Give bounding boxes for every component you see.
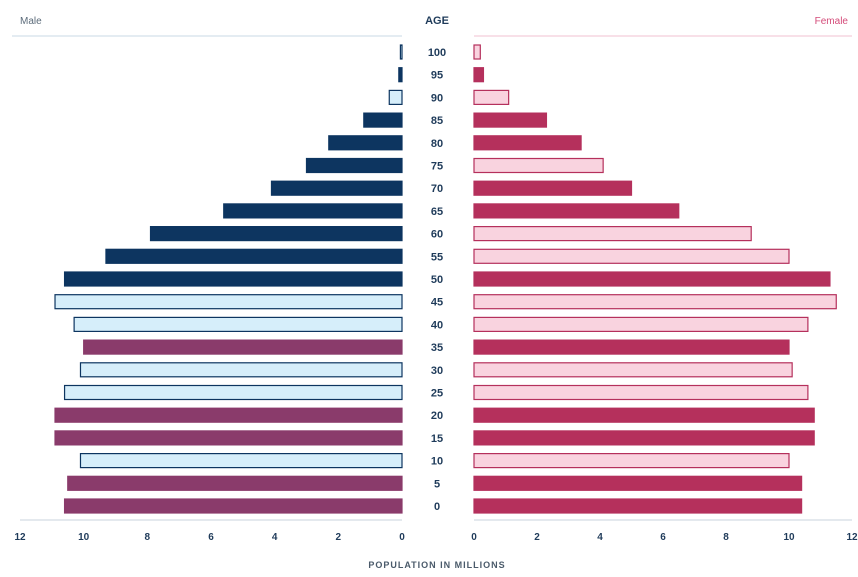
female-bar-age-85 <box>473 112 548 128</box>
age-label-50: 50 <box>431 274 443 286</box>
male-bar-age-35 <box>83 339 403 355</box>
x-tick-label: 12 <box>846 532 858 543</box>
age-label-80: 80 <box>431 138 443 150</box>
male-bar-age-55 <box>105 248 403 264</box>
age-label-95: 95 <box>431 70 443 82</box>
female-bar-age-95 <box>473 67 485 83</box>
bars-layer <box>54 44 837 514</box>
x-tick-label: 8 <box>145 532 151 543</box>
female-bar-age-70 <box>473 180 633 196</box>
age-label-85: 85 <box>431 115 443 127</box>
male-bar-age-85 <box>363 112 403 128</box>
female-bar-age-65 <box>473 203 680 219</box>
age-labels-layer: 1009590858075706560555045403530252015105… <box>428 47 446 513</box>
age-label-20: 20 <box>431 410 443 422</box>
female-bar-age-45 <box>473 294 837 310</box>
female-bar-age-25 <box>473 384 809 401</box>
female-bar-age-10 <box>473 453 790 469</box>
x-tick-label: 12 <box>14 532 26 543</box>
x-tick-label: 10 <box>783 532 795 543</box>
female-bar-age-35 <box>473 339 790 355</box>
age-column-header: AGE <box>425 15 449 27</box>
age-label-55: 55 <box>431 251 443 263</box>
age-label-25: 25 <box>431 388 443 400</box>
age-label-40: 40 <box>431 319 443 331</box>
x-tick-label: 0 <box>471 532 477 543</box>
male-bar-age-75 <box>305 157 403 174</box>
male-bar-age-60 <box>149 226 403 242</box>
male-bar-age-80 <box>328 135 403 151</box>
female-bar-age-30 <box>473 362 793 378</box>
age-label-5: 5 <box>434 478 440 490</box>
age-label-10: 10 <box>431 456 443 468</box>
female-bar-age-5 <box>473 475 803 491</box>
male-bar-age-95 <box>398 67 403 83</box>
age-label-90: 90 <box>431 92 443 104</box>
x-tick-label: 4 <box>272 532 278 543</box>
male-side-title: Male <box>20 16 42 27</box>
male-bar-age-15 <box>54 430 403 446</box>
age-label-35: 35 <box>431 342 443 354</box>
male-bar-age-10 <box>79 453 403 469</box>
male-bar-age-5 <box>67 475 403 491</box>
female-bar-age-0 <box>473 498 803 514</box>
female-bar-age-55 <box>473 248 790 264</box>
female-bar-age-100 <box>473 44 481 60</box>
female-side-title: Female <box>815 16 849 27</box>
age-label-45: 45 <box>431 297 443 309</box>
male-bar-age-40 <box>73 316 403 332</box>
male-bar-age-50 <box>63 271 403 287</box>
age-label-15: 15 <box>431 433 443 445</box>
x-axis-label: POPULATION IN MILLIONS <box>368 560 505 570</box>
x-tick-label: 10 <box>78 532 90 543</box>
x-tick-label: 8 <box>723 532 729 543</box>
male-bar-age-0 <box>63 498 403 514</box>
x-tick-label: 4 <box>597 532 603 543</box>
age-label-0: 0 <box>434 501 440 513</box>
male-bar-age-30 <box>79 362 403 378</box>
age-label-60: 60 <box>431 229 443 241</box>
x-tick-label: 2 <box>534 532 540 543</box>
x-tick-label: 6 <box>660 532 666 543</box>
age-label-30: 30 <box>431 365 443 377</box>
x-tick-labels-layer: 12 10 8 6 4 2 0 0 2 4 6 8 10 12 <box>14 532 858 543</box>
female-bar-age-40 <box>473 316 809 332</box>
age-label-70: 70 <box>431 183 443 195</box>
male-bar-age-90 <box>388 89 403 106</box>
male-bar-age-70 <box>270 180 403 196</box>
female-bar-age-20 <box>473 407 815 423</box>
female-bar-age-60 <box>473 226 752 242</box>
male-bar-age-25 <box>63 384 403 401</box>
male-bar-age-45 <box>54 294 403 310</box>
x-tick-label: 2 <box>336 532 342 543</box>
female-bar-age-90 <box>473 89 510 106</box>
female-bar-age-15 <box>473 430 815 446</box>
age-label-75: 75 <box>431 161 443 173</box>
x-tick-label: 0 <box>399 532 405 543</box>
male-bar-age-20 <box>54 407 403 423</box>
age-label-100: 100 <box>428 47 446 59</box>
female-bar-age-75 <box>473 157 604 174</box>
male-bar-age-100 <box>399 44 403 60</box>
female-bar-age-80 <box>473 135 582 151</box>
female-bar-age-50 <box>473 271 831 287</box>
male-bar-age-65 <box>223 203 403 219</box>
age-label-65: 65 <box>431 206 443 218</box>
x-tick-label: 6 <box>208 532 214 543</box>
